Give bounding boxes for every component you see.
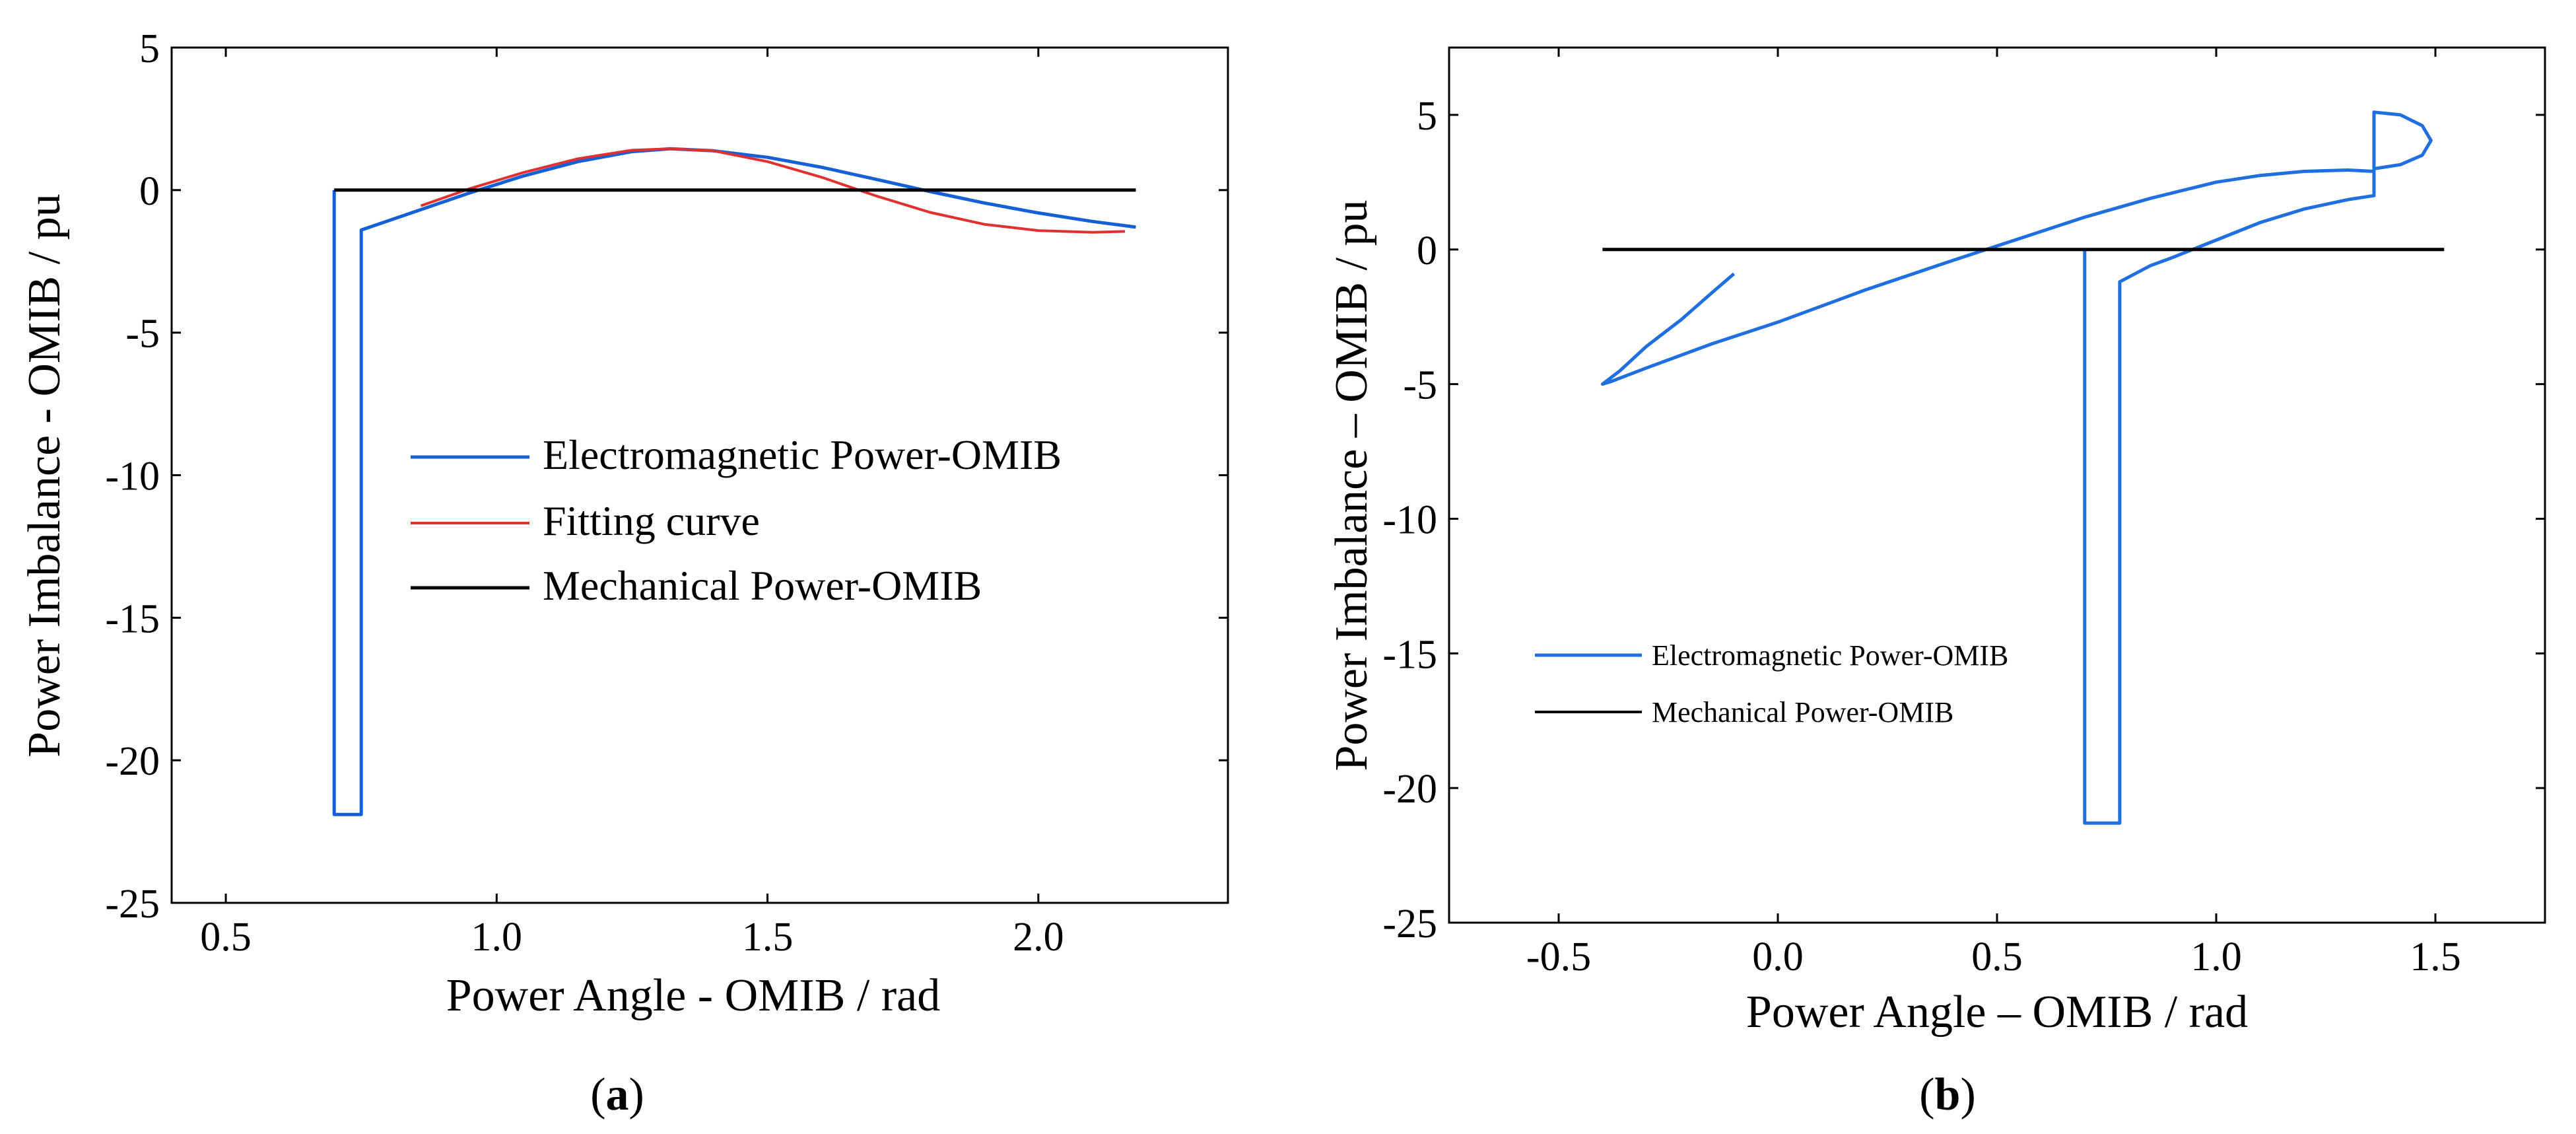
panel-a-legend: Electromagnetic Power-OMIB Fitting curve… bbox=[411, 431, 1062, 609]
panel-a-y-tick-label: -5 bbox=[125, 312, 160, 357]
panel-a-y-tick-label: 5 bbox=[139, 26, 160, 71]
panel-b-y-tick-label: 0 bbox=[1417, 229, 1437, 273]
panel-a-y-tick-label: -25 bbox=[105, 882, 160, 927]
panel-b-x-axis-label: Power Angle – OMIB / rad bbox=[1746, 987, 2248, 1038]
panel-a-legend-label-electromagnetic: Electromagnetic Power-OMIB bbox=[543, 431, 1062, 478]
panel-b-x-tick-label: 1.5 bbox=[2410, 935, 2461, 979]
panel-a-x-tick-label: 1.0 bbox=[471, 915, 523, 960]
panel-a-series-fitting-curve bbox=[420, 147, 1126, 234]
panel-a-x-tick-label: 2.0 bbox=[1013, 915, 1064, 960]
panel-a-series-electromagnetic-power-omib bbox=[332, 147, 1136, 816]
panel-b-legend-label-mechanical: Mechanical Power-OMIB bbox=[1652, 696, 1953, 728]
panel-b-y-tick-label: -10 bbox=[1382, 497, 1437, 542]
panel-a-caption-letter: a bbox=[606, 1069, 629, 1120]
panel-b-y-tick-label: -15 bbox=[1382, 632, 1437, 677]
panel-b-y-tick-label: -25 bbox=[1382, 902, 1437, 946]
panel-a-y-tick-label: -15 bbox=[105, 596, 160, 641]
panel-a-caption: (a) bbox=[590, 1069, 644, 1120]
panel-b-legend: Electromagnetic Power-OMIB Mechanical Po… bbox=[1535, 639, 2008, 728]
panel-b-caption: (b) bbox=[1919, 1069, 1976, 1120]
panel-b-caption-letter: b bbox=[1935, 1069, 1961, 1120]
panel-b-x-tick-label: 0.5 bbox=[1971, 935, 2023, 979]
panel-a: 0.5 1.0 1.5 2.0 5 0 -5 -10 -15 -20 -25 Electromagn… bbox=[19, 26, 1229, 1120]
panel-b-x-tick-label: 1.0 bbox=[2190, 935, 2242, 979]
panel-b-plot-frame bbox=[1448, 46, 2546, 924]
panel-b-legend-label-electromagnetic: Electromagnetic Power-OMIB bbox=[1652, 639, 2008, 672]
panel-b-series-electromagnetic-power-omib bbox=[1600, 110, 2433, 825]
panel-a-y-tick-label: -10 bbox=[105, 454, 160, 499]
panel-a-legend-label-mechanical: Mechanical Power-OMIB bbox=[543, 562, 982, 609]
panel-a-legend-label-fitting: Fitting curve bbox=[543, 497, 760, 544]
panel-b-ticks: -0.5 0.0 0.5 1.0 1.5 5 0 -5 -10 -15 -20 -25 bbox=[1382, 48, 2545, 979]
panel-a-y-tick-label: -20 bbox=[105, 739, 160, 784]
panel-a-x-tick-label: 0.5 bbox=[200, 915, 252, 960]
panel-b-series bbox=[1600, 110, 2445, 825]
panel-a-ticks: 0.5 1.0 1.5 2.0 5 0 -5 -10 -15 -20 -25 bbox=[105, 26, 1228, 960]
panel-b-x-tick-label: -0.5 bbox=[1526, 935, 1591, 979]
panel-a-y-tick-label: 0 bbox=[139, 169, 160, 214]
panel-b-y-tick-label: 5 bbox=[1417, 94, 1437, 139]
panel-a-series bbox=[332, 147, 1136, 816]
panel-b: -0.5 0.0 0.5 1.0 1.5 5 0 -5 -10 -15 -20 -25 Electro… bbox=[1326, 46, 2546, 1120]
panel-b-y-axis-label: Power Imbalance – OMIB / pu bbox=[1326, 199, 1377, 771]
panel-b-y-tick-label: -5 bbox=[1403, 363, 1437, 408]
panel-a-y-axis-label: Power Imbalance - OMIB / pu bbox=[19, 194, 70, 757]
panel-a-x-axis-label: Power Angle - OMIB / rad bbox=[446, 970, 941, 1021]
panel-b-y-tick-label: -20 bbox=[1382, 767, 1437, 812]
panel-a-x-tick-label: 1.5 bbox=[742, 915, 794, 960]
panel-b-x-tick-label: 0.0 bbox=[1752, 935, 1804, 979]
